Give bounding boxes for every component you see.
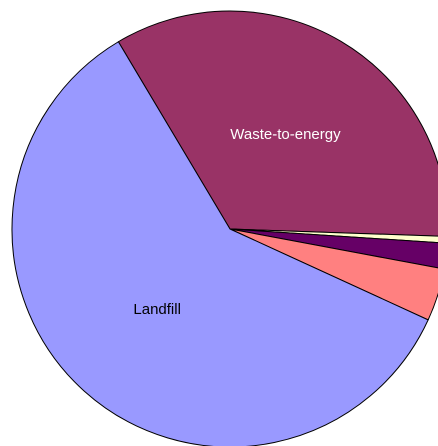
pie-slice <box>117 10 438 237</box>
slice-label: Landfill <box>133 301 181 318</box>
pie-slice <box>229 228 438 244</box>
slice-label: Waste-to-energy <box>230 126 341 143</box>
pie-slice <box>11 41 429 446</box>
